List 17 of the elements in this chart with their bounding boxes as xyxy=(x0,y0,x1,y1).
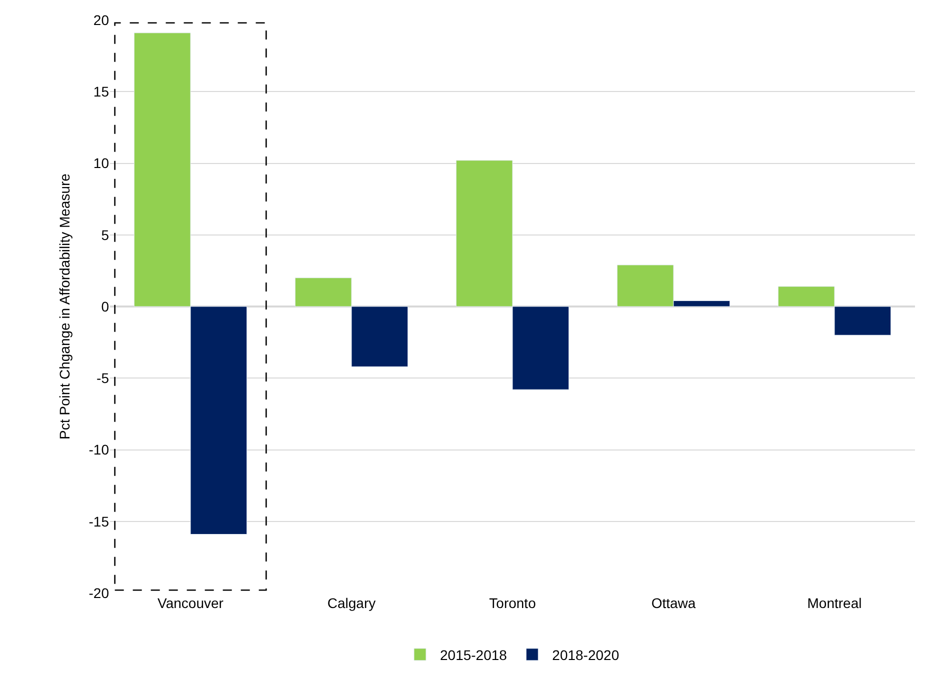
x-tick-label: Toronto xyxy=(489,595,536,611)
y-tick-label: 10 xyxy=(93,155,110,172)
legend-label: 2018-2020 xyxy=(552,646,620,663)
y-tick-label: 20 xyxy=(93,12,110,28)
y-tick-label: -5 xyxy=(96,370,110,386)
y-tick-label: 5 xyxy=(101,226,110,243)
y-tick-label: -15 xyxy=(88,513,110,530)
y-tick-label: -20 xyxy=(88,584,110,601)
legend-label: 2015-2018 xyxy=(440,646,508,663)
y-tick-label: 0 xyxy=(101,298,110,314)
x-tick-label: Ottawa xyxy=(651,595,696,611)
y-tick-label: -10 xyxy=(88,442,110,458)
x-tick-label: Calgary xyxy=(327,595,376,611)
y-axis-title: Pct Point Chgange in Affordability Measure xyxy=(56,173,72,440)
y-tick-label: 15 xyxy=(93,84,110,100)
x-tick-label: Montreal xyxy=(807,595,862,611)
x-tick-label: Vancouver xyxy=(158,595,224,611)
